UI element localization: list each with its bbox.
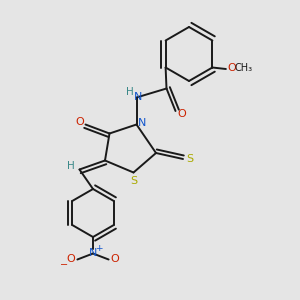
Text: H: H — [67, 161, 75, 171]
Text: N: N — [138, 118, 146, 128]
Text: S: S — [186, 154, 193, 164]
Text: O: O — [177, 109, 186, 119]
Text: O: O — [75, 117, 84, 127]
Text: CH₃: CH₃ — [234, 63, 252, 73]
Text: O: O — [66, 254, 75, 265]
Text: −: − — [60, 260, 68, 270]
Text: H: H — [126, 87, 134, 97]
Text: S: S — [130, 176, 137, 186]
Text: N: N — [134, 92, 142, 103]
Text: O: O — [111, 254, 120, 265]
Text: O: O — [227, 63, 236, 73]
Text: N: N — [89, 248, 97, 259]
Text: +: + — [95, 244, 103, 253]
